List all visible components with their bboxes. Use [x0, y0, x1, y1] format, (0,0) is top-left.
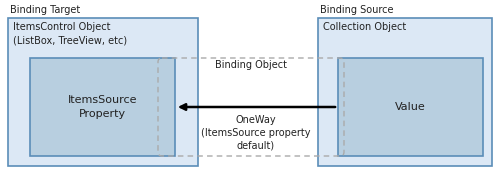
- Text: Collection Object: Collection Object: [323, 22, 406, 32]
- Text: OneWay
(ItemsSource property
default): OneWay (ItemsSource property default): [201, 115, 311, 151]
- Bar: [8, 18, 198, 166]
- Text: Binding Target: Binding Target: [10, 5, 80, 15]
- Text: Binding Object: Binding Object: [215, 60, 287, 70]
- Bar: [338, 58, 483, 156]
- Text: ItemsSource
Property: ItemsSource Property: [68, 95, 137, 119]
- Text: ItemsControl Object
(ListBox, TreeView, etc): ItemsControl Object (ListBox, TreeView, …: [13, 22, 127, 45]
- Bar: [30, 58, 175, 156]
- Text: Value: Value: [395, 102, 426, 112]
- Text: Binding Source: Binding Source: [320, 5, 394, 15]
- Bar: [318, 18, 492, 166]
